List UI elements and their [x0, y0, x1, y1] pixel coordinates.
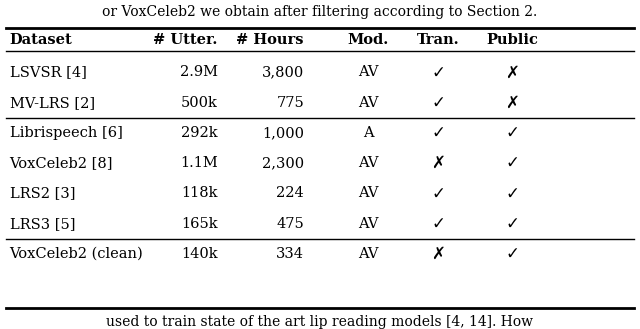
- Text: 292k: 292k: [181, 126, 218, 140]
- Text: 165k: 165k: [181, 217, 218, 231]
- Text: VoxCeleb2 [8]: VoxCeleb2 [8]: [10, 156, 113, 170]
- Text: 118k: 118k: [181, 187, 218, 200]
- Text: ✓: ✓: [431, 124, 445, 142]
- Text: Librispeech [6]: Librispeech [6]: [10, 126, 122, 140]
- Text: Tran.: Tran.: [417, 33, 460, 47]
- Text: 475: 475: [276, 217, 304, 231]
- Text: ✓: ✓: [431, 94, 445, 112]
- Text: 1.1M: 1.1M: [180, 156, 218, 170]
- Text: ✓: ✓: [431, 63, 445, 81]
- Text: AV: AV: [358, 156, 378, 170]
- Text: LRS2 [3]: LRS2 [3]: [10, 187, 75, 200]
- Text: ✓: ✓: [431, 185, 445, 202]
- Text: ✓: ✓: [505, 124, 519, 142]
- Text: ✗: ✗: [505, 94, 519, 112]
- Text: 1,000: 1,000: [262, 126, 304, 140]
- Text: Public: Public: [486, 33, 538, 47]
- Text: Dataset: Dataset: [10, 33, 72, 47]
- Text: Mod.: Mod.: [348, 33, 388, 47]
- Text: ✗: ✗: [505, 63, 519, 81]
- Text: ✓: ✓: [505, 154, 519, 172]
- Text: A: A: [363, 126, 373, 140]
- Text: # Hours: # Hours: [237, 33, 304, 47]
- Text: AV: AV: [358, 65, 378, 79]
- Text: # Utter.: # Utter.: [153, 33, 218, 47]
- Text: 2.9M: 2.9M: [180, 65, 218, 79]
- Text: ✗: ✗: [431, 245, 445, 263]
- Text: 140k: 140k: [181, 247, 218, 261]
- Text: 2,300: 2,300: [262, 156, 304, 170]
- Text: VoxCeleb2 (clean): VoxCeleb2 (clean): [10, 247, 143, 261]
- Text: ✓: ✓: [505, 215, 519, 233]
- Text: AV: AV: [358, 96, 378, 110]
- Text: AV: AV: [358, 187, 378, 200]
- Text: ✓: ✓: [505, 185, 519, 202]
- Text: LRS3 [5]: LRS3 [5]: [10, 217, 75, 231]
- Text: 500k: 500k: [180, 96, 218, 110]
- Text: 775: 775: [276, 96, 304, 110]
- Text: 334: 334: [276, 247, 304, 261]
- Text: or VoxCeleb2 we obtain after filtering according to Section 2.: or VoxCeleb2 we obtain after filtering a…: [102, 5, 538, 18]
- Text: AV: AV: [358, 247, 378, 261]
- Text: ✗: ✗: [431, 154, 445, 172]
- Text: LSVSR [4]: LSVSR [4]: [10, 65, 86, 79]
- Text: ✓: ✓: [431, 215, 445, 233]
- Text: used to train state of the art lip reading models [4, 14]. How: used to train state of the art lip readi…: [106, 315, 534, 329]
- Text: ✓: ✓: [505, 245, 519, 263]
- Text: AV: AV: [358, 217, 378, 231]
- Text: 224: 224: [276, 187, 304, 200]
- Text: 3,800: 3,800: [262, 65, 304, 79]
- Text: MV-LRS [2]: MV-LRS [2]: [10, 96, 95, 110]
